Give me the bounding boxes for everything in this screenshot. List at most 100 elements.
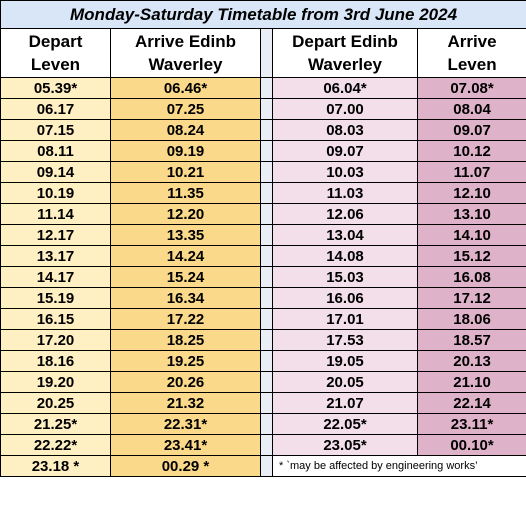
depart-edinb-time: 11.03 [272,182,418,204]
depart-leven-time: 10.19 [0,182,111,204]
timetable-title: Monday-Saturday Timetable from 3rd June … [0,0,526,29]
arrive-edinb-time: 12.20 [110,203,261,225]
timetable-row: 15.19 16.34 16.06 17.12 [0,287,526,309]
arrive-leven-time: 13.10 [416,203,526,225]
timetable-body: Monday-Saturday Timetable from 3rd June … [0,0,526,477]
depart-edinb-time: 10.03 [272,161,418,183]
arrive-edinb-time: 21.32 [110,392,261,414]
column-gap [260,77,273,99]
timetable-row: 17.20 18.25 17.53 18.57 [0,329,526,351]
depart-leven-time: 07.15 [0,119,111,141]
arrive-leven-time: 15.12 [416,245,526,267]
arrive-leven-time: 18.06 [416,308,526,330]
arrive-edinb-time: 16.34 [110,287,261,309]
arrive-leven-time: 12.10 [416,182,526,204]
depart-edinb-time: 19.05 [272,350,418,372]
arrive-edinb-time: 11.35 [110,182,261,204]
timetable-row: 22.22* 23.41* 23.05* 00.10* [0,434,526,456]
column-gap [260,392,273,414]
arrive-edinb-time: 18.25 [110,329,261,351]
header-depart-leven: Depart Leven [0,28,111,78]
depart-edinb-time: 14.08 [272,245,418,267]
depart-leven-time: 09.14 [0,161,111,183]
column-gap [260,28,273,78]
depart-edinb-time: 13.04 [272,224,418,246]
column-gap [260,224,273,246]
arrive-leven-time: 11.07 [416,161,526,183]
depart-edinb-time: 17.53 [272,329,418,351]
header-depart-edinb-line1: Depart Edinb [292,32,398,51]
arrive-leven-time: 18.57 [416,329,526,351]
header-arrive-edinb: Arrive Edinb Waverley [110,28,261,78]
depart-edinb-time: 15.03 [272,266,418,288]
column-gap [260,182,273,204]
depart-leven-time: 20.25 [0,392,111,414]
column-gap [260,287,273,309]
header-depart-edinb-line2: Waverley [307,55,383,74]
depart-edinb-time: 07.00 [272,98,418,120]
header-arrive-leven: Arrive Leven [416,28,526,78]
column-gap [260,140,273,162]
depart-leven-time: 14.17 [0,266,111,288]
arrive-leven-time: 00.10* [416,434,526,456]
arrive-leven-time: 08.04 [416,98,526,120]
arrive-edinb-time: 10.21 [110,161,261,183]
timetable-row: 23.18 * 00.29 * * `may be affected by engi… [0,455,526,477]
column-gap [260,371,273,393]
timetable-row: 16.15 17.22 17.01 18.06 [0,308,526,330]
arrive-edinb-time: 09.19 [110,140,261,162]
engineering-works-note: * `may be affected by engineering works’ [271,455,526,477]
timetable-row: 18.16 19.25 19.05 20.13 [0,350,526,372]
column-gap [260,98,273,120]
arrive-leven-time: 22.14 [416,392,526,414]
header-arrive-edinb-line1: Arrive Edinb [134,32,237,51]
depart-edinb-time: 20.05 [272,371,418,393]
timetable-row: 07.15 08.24 08.03 09.07 [0,119,526,141]
header-arrive-leven-line1: Arrive [447,32,497,51]
column-gap [260,308,273,330]
arrive-edinb-time: 22.31* [110,413,261,435]
depart-edinb-time: 23.05* [272,434,418,456]
depart-leven-time: 13.17 [0,245,111,267]
timetable-row: 14.17 15.24 15.03 16.08 [0,266,526,288]
depart-leven-time: 22.22* [0,434,111,456]
depart-edinb-time: 12.06 [272,203,418,225]
arrive-leven-time: 14.10 [416,224,526,246]
timetable-row: 19.20 20.26 20.05 21.10 [0,371,526,393]
timetable-row: 05.39* 06.46* 06.04* 07.08* [0,77,526,99]
column-gap [260,266,273,288]
timetable-row: 11.14 12.20 12.06 13.10 [0,203,526,225]
header-depart-leven-line1: Depart [28,32,83,51]
arrive-edinb-time: 00.29 * [110,455,261,477]
arrive-leven-time: 17.12 [416,287,526,309]
depart-leven-time: 06.17 [0,98,111,120]
column-gap [260,203,273,225]
timetable-row: 13.17 14.24 14.08 15.12 [0,245,526,267]
header-depart-leven-line2: Leven [30,55,81,74]
column-gap [260,434,273,456]
header-row: Depart Leven Arrive Edinb Waverley Depar… [0,28,526,78]
header-arrive-leven-line2: Leven [447,55,497,74]
column-gap [260,329,273,351]
depart-leven-time: 05.39* [0,77,111,99]
depart-leven-time: 12.17 [0,224,111,246]
column-gap [260,455,273,477]
column-gap [260,413,273,435]
arrive-leven-time: 23.11* [416,413,526,435]
arrive-leven-time: 21.10 [416,371,526,393]
header-depart-edinb: Depart Edinb Waverley [272,28,418,78]
depart-edinb-time: 16.06 [272,287,418,309]
depart-leven-time: 11.14 [0,203,111,225]
arrive-leven-time: 10.12 [416,140,526,162]
timetable-row: 12.17 13.35 13.04 14.10 [0,224,526,246]
column-gap [260,119,273,141]
depart-edinb-time: 21.07 [272,392,418,414]
depart-edinb-time: 09.07 [272,140,418,162]
arrive-edinb-time: 14.24 [110,245,261,267]
arrive-leven-time: 20.13 [416,350,526,372]
arrive-edinb-time: 19.25 [110,350,261,372]
arrive-edinb-time: 13.35 [110,224,261,246]
depart-leven-time: 19.20 [0,371,111,393]
arrive-leven-time: 09.07 [416,119,526,141]
